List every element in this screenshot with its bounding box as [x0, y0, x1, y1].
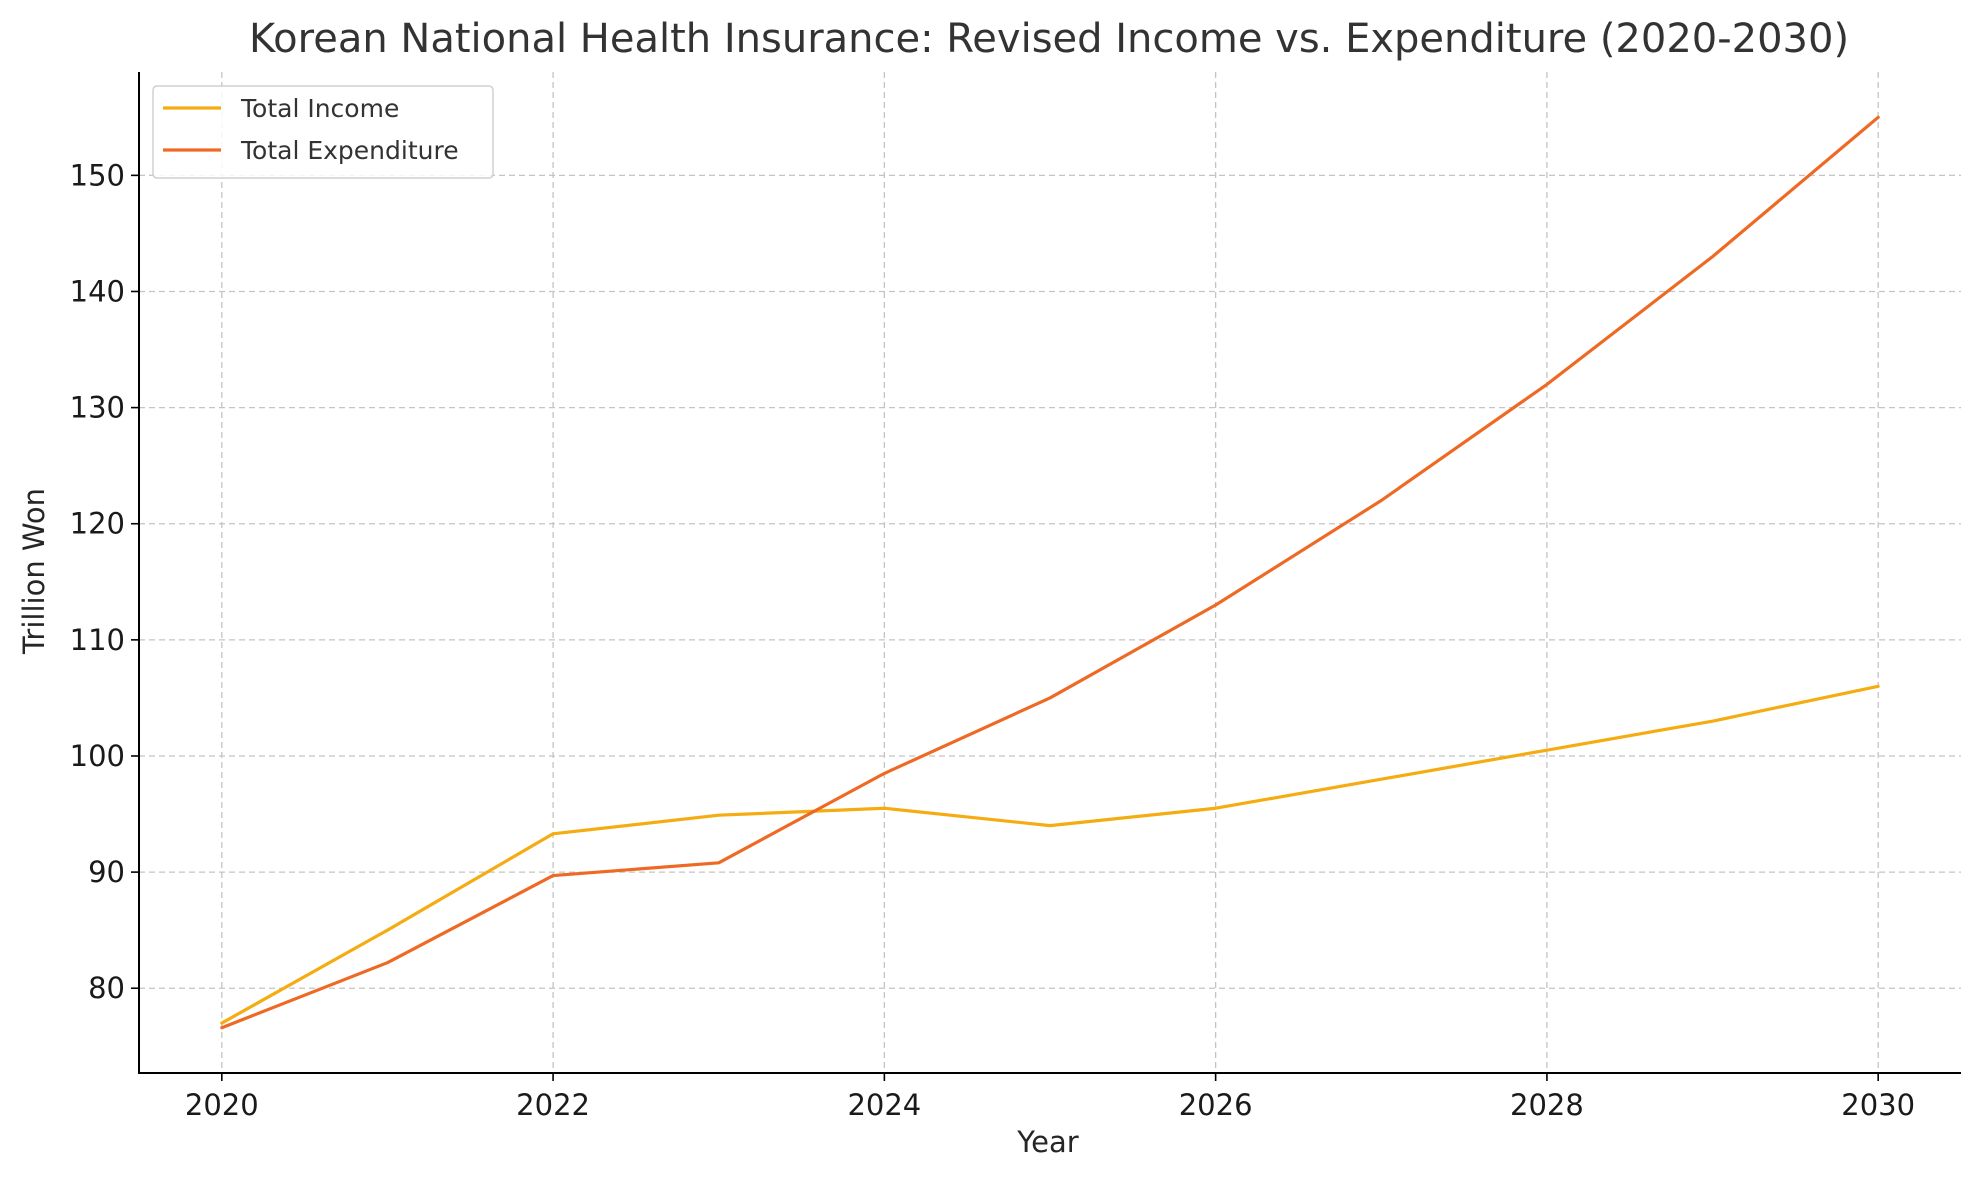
y-tick-label: 130 — [70, 391, 125, 425]
series-line-total-expenditure — [220, 115, 1880, 1030]
y-tick-label: 120 — [70, 507, 125, 541]
y-tick-label: 80 — [88, 971, 125, 1005]
legend-entry: Total Income — [240, 94, 399, 123]
y-tick-label: 100 — [70, 739, 125, 773]
x-tick-label: 2028 — [1510, 1088, 1584, 1122]
legend-entry: Total Expenditure — [240, 136, 459, 165]
x-tick-label: 2026 — [1179, 1088, 1253, 1122]
x-tick-label: 2022 — [516, 1088, 590, 1122]
y-tick-label: 150 — [70, 158, 125, 192]
ticks: 2020 2022 2024 2026 2028 2030 80 90 100 110 120 130… — [70, 158, 1915, 1122]
series-lines — [220, 115, 1880, 1030]
y-tick-label: 140 — [70, 274, 125, 308]
y-axis-label: Trillion Won — [17, 488, 51, 655]
legend-box — [152, 85, 494, 179]
x-tick-label: 2030 — [1841, 1088, 1915, 1122]
legend: Total Income Total Expenditure — [152, 85, 494, 179]
y-tick-label: 90 — [88, 855, 125, 889]
series-line-total-income — [220, 684, 1880, 1025]
y-tick-label: 110 — [70, 623, 125, 657]
chart-title: Korean National Health Insurance: Revise… — [249, 16, 1849, 62]
x-tick-label: 2020 — [185, 1088, 259, 1122]
x-tick-label: 2024 — [847, 1088, 921, 1122]
x-axis-label: Year — [1016, 1125, 1078, 1159]
axes — [138, 72, 1961, 1074]
